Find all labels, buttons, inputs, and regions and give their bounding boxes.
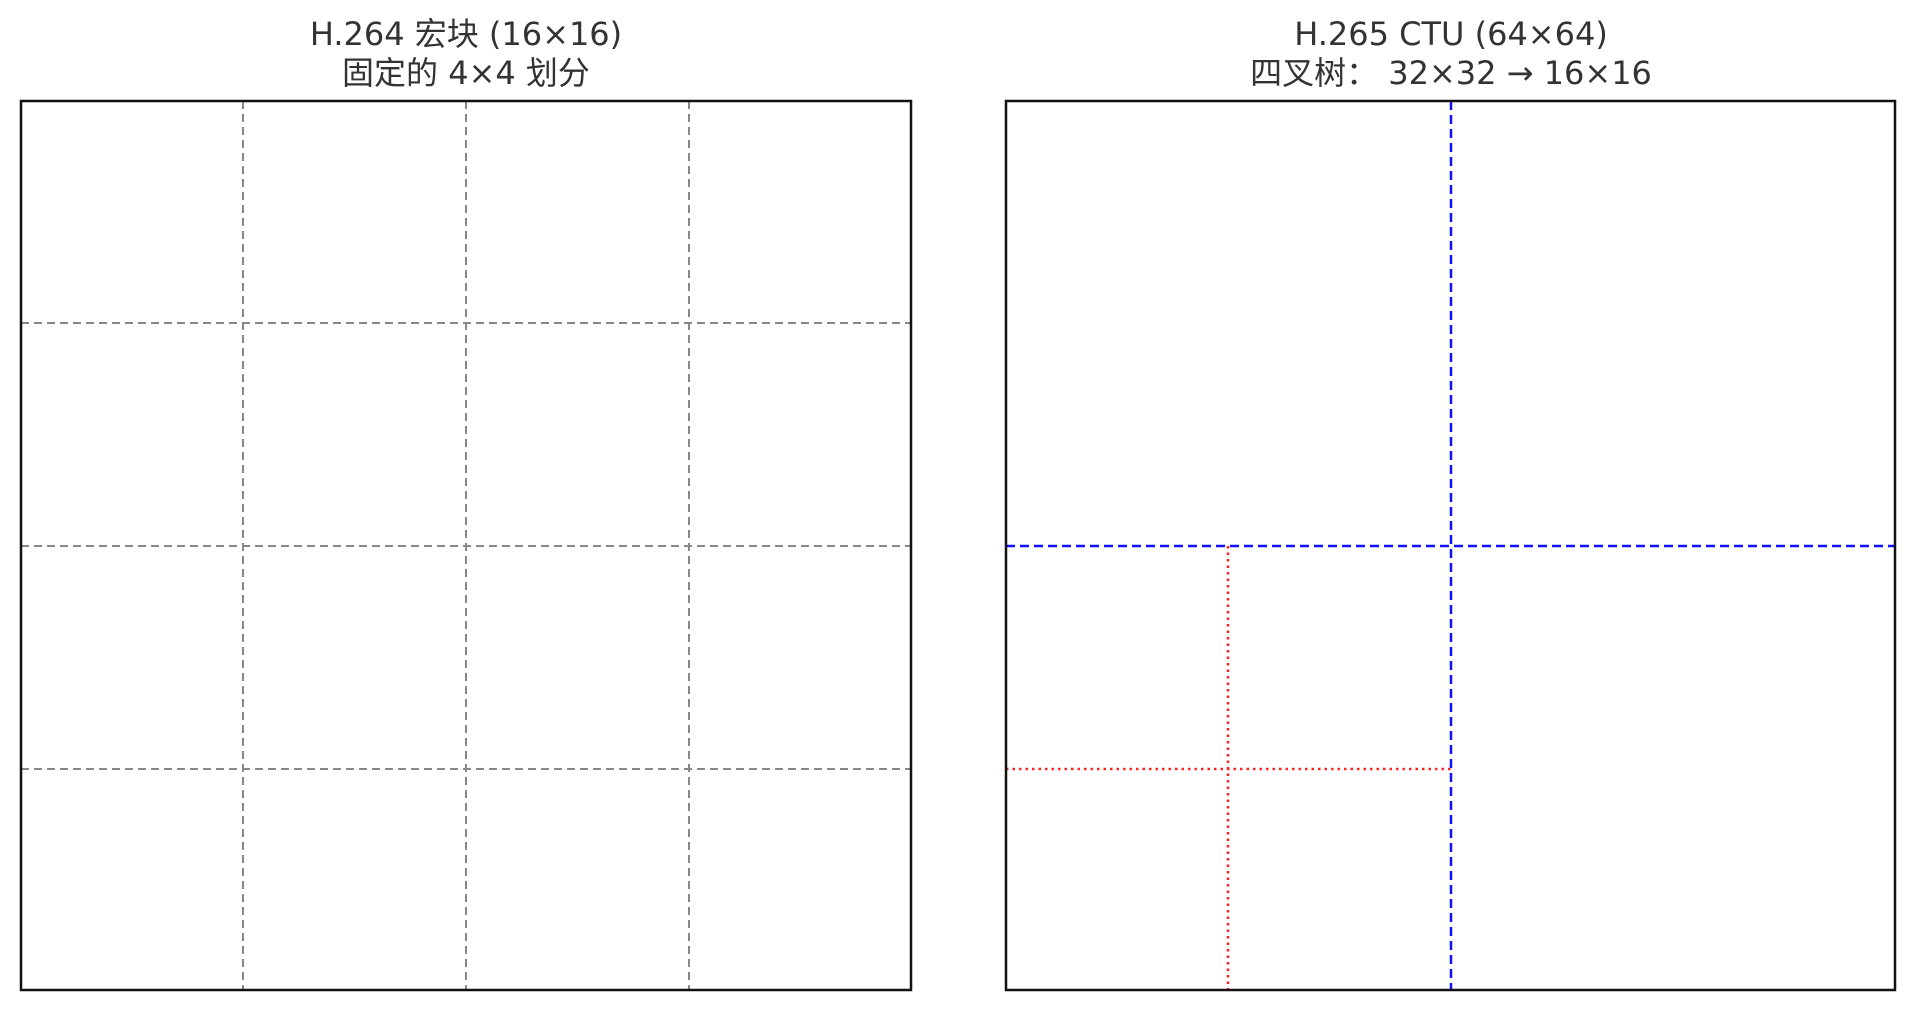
h264-macroblock-frame: [19, 99, 913, 992]
h265-second-split: [1006, 546, 1451, 990]
h264-panel: H.264 宏块 (16×16) 固定的 4×4 划分: [19, 15, 913, 992]
h265-title-line2: 四叉树： 32×32 → 16×16: [1250, 54, 1652, 92]
h265-panel: H.265 CTU (64×64) 四叉树： 32×32 → 16×16: [1004, 15, 1897, 992]
h265-first-split: [1006, 101, 1895, 990]
h264-title-line1: H.264 宏块 (16×16): [310, 15, 622, 53]
h265-ctu-frame: [1004, 99, 1897, 992]
h265-title-line1: H.265 CTU (64×64): [1294, 15, 1608, 53]
h264-title-line2: 固定的 4×4 划分: [342, 54, 590, 92]
h264-grid: [21, 101, 911, 990]
